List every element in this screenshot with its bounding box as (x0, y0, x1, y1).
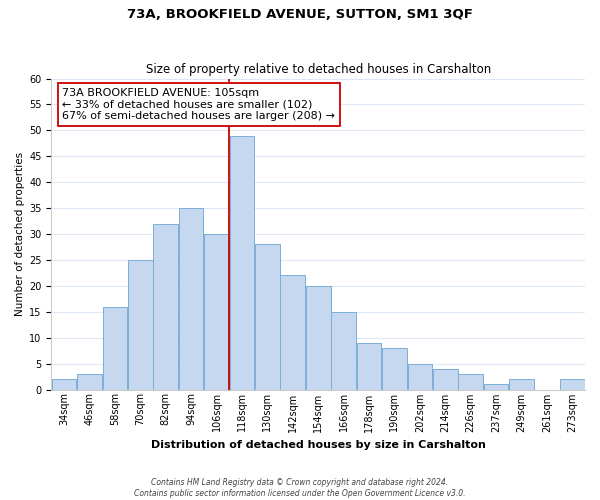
Bar (560, 379, 584, 390)
Bar (255, 244, 280, 390)
Bar (509, 379, 534, 390)
Bar (77, 374, 102, 390)
Y-axis label: Number of detached properties: Number of detached properties (15, 152, 25, 316)
Bar (230, 136, 254, 390)
Title: Size of property relative to detached houses in Carshalton: Size of property relative to detached ho… (146, 63, 491, 76)
X-axis label: Distribution of detached houses by size in Carshalton: Distribution of detached houses by size … (151, 440, 485, 450)
Bar (52, 379, 76, 390)
Bar (280, 276, 305, 390)
Bar (433, 369, 458, 390)
Bar (154, 224, 178, 390)
Bar (179, 208, 203, 390)
Bar (484, 384, 508, 390)
Bar (306, 286, 331, 390)
Bar (204, 234, 229, 390)
Text: 73A BROOKFIELD AVENUE: 105sqm
← 33% of detached houses are smaller (102)
67% of : 73A BROOKFIELD AVENUE: 105sqm ← 33% of d… (62, 88, 335, 121)
Bar (103, 306, 127, 390)
Text: Contains HM Land Registry data © Crown copyright and database right 2024.
Contai: Contains HM Land Registry data © Crown c… (134, 478, 466, 498)
Bar (356, 343, 382, 390)
Bar (382, 348, 407, 390)
Bar (128, 260, 152, 390)
Bar (331, 312, 356, 390)
Bar (458, 374, 483, 390)
Text: 73A, BROOKFIELD AVENUE, SUTTON, SM1 3QF: 73A, BROOKFIELD AVENUE, SUTTON, SM1 3QF (127, 8, 473, 20)
Bar (407, 364, 432, 390)
